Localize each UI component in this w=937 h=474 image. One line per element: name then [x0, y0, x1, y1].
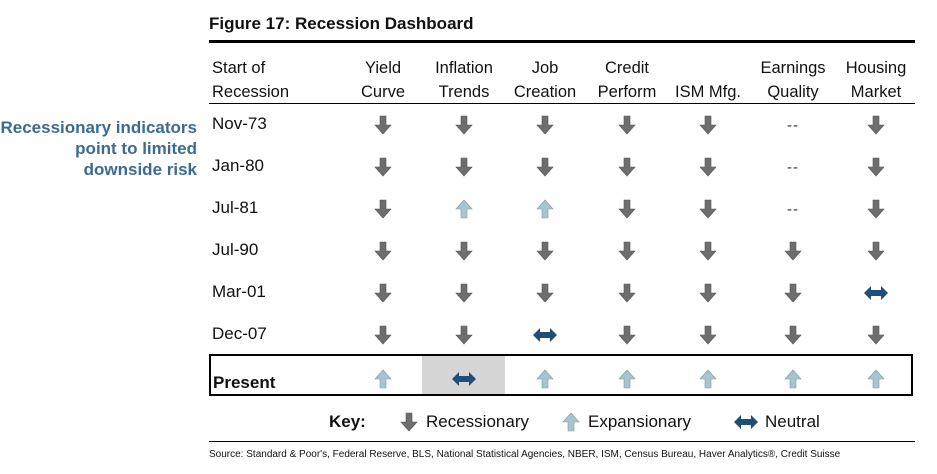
- row-label: Dec-07: [212, 324, 267, 343]
- down-arrow-icon: [694, 239, 722, 263]
- up-arrow-icon: [450, 197, 478, 221]
- source-note: Source: Standard & Poor's, Federal Reser…: [209, 449, 841, 460]
- present-row-box: [209, 354, 913, 396]
- down-arrow-icon: [450, 155, 478, 179]
- up-arrow-icon: [531, 367, 559, 391]
- header-line-2: Recession: [212, 83, 290, 101]
- column-header-line: Trends: [438, 83, 490, 101]
- column-header: Credit Perform: [598, 56, 657, 104]
- column-header-line: Perform: [597, 83, 657, 101]
- down-arrow-icon: [694, 113, 722, 137]
- down-arrow-icon: [613, 281, 641, 305]
- source-rule: [209, 441, 915, 442]
- key-title: Key:: [329, 412, 366, 431]
- down-arrow-icon: [450, 239, 478, 263]
- row-label: Jul-81: [212, 198, 259, 217]
- key-recessionary-label: Recessionary: [426, 412, 529, 431]
- no-data-text: --: [787, 200, 799, 218]
- column-header: Earnings Quality: [760, 56, 825, 104]
- column-header-line: Market: [850, 83, 902, 101]
- down-arrow-icon: [694, 197, 722, 221]
- down-arrow-icon: [862, 197, 890, 221]
- column-header: Inflation Trends: [435, 56, 493, 104]
- no-data-dash: --: [779, 113, 807, 137]
- down-arrow-icon: [862, 239, 890, 263]
- column-header-line: Inflation: [435, 59, 493, 77]
- down-arrow-icon: [450, 113, 478, 137]
- up-arrow-icon: [779, 367, 807, 391]
- down-arrow-icon: [531, 113, 559, 137]
- present-highlight-cell: [422, 356, 505, 394]
- column-header-line: Credit: [604, 59, 649, 77]
- down-arrow-icon: [369, 239, 397, 263]
- down-arrow-icon: [369, 113, 397, 137]
- down-arrow-icon: [779, 323, 807, 347]
- down-arrow-icon: [862, 113, 890, 137]
- down-arrow-icon: [779, 239, 807, 263]
- figure-title: Figure 17: Recession Dashboard: [209, 14, 474, 33]
- down-arrow-icon: [450, 323, 478, 347]
- neutral-arrow-icon: [862, 281, 890, 305]
- key-up-arrow-icon: [557, 410, 585, 434]
- key-neutral-label: Neutral: [765, 412, 820, 431]
- title-rule: [209, 40, 915, 43]
- down-arrow-icon: [613, 113, 641, 137]
- column-header-line: ISM Mfg.: [674, 83, 742, 101]
- down-arrow-icon: [779, 281, 807, 305]
- down-arrow-icon: [613, 155, 641, 179]
- column-header-line: Curve: [360, 83, 406, 101]
- no-data-dash: --: [779, 155, 807, 179]
- down-arrow-icon: [450, 281, 478, 305]
- side-note: Recessionary indicators point to limited…: [0, 118, 197, 179]
- down-arrow-icon: [369, 281, 397, 305]
- column-header-line: Yield: [364, 59, 402, 77]
- up-arrow-icon: [613, 367, 641, 391]
- column-header: Job Creation: [514, 56, 576, 104]
- present-label: Present: [213, 373, 276, 392]
- down-arrow-icon: [694, 281, 722, 305]
- row-label: Jan-80: [212, 156, 264, 175]
- down-arrow-icon: [694, 155, 722, 179]
- column-header-line: Earnings: [760, 59, 826, 77]
- no-data-text: --: [787, 158, 799, 176]
- down-arrow-icon: [862, 155, 890, 179]
- row-label: Nov-73: [212, 114, 267, 133]
- down-arrow-icon: [369, 197, 397, 221]
- header-rule: [209, 103, 915, 104]
- down-arrow-icon: [694, 323, 722, 347]
- down-arrow-icon: [862, 323, 890, 347]
- header-line-1: Start of: [212, 59, 266, 77]
- column-header-line: Job: [531, 59, 559, 77]
- neutral-arrow-icon: [450, 367, 478, 391]
- down-arrow-icon: [531, 239, 559, 263]
- down-arrow-icon: [613, 197, 641, 221]
- down-arrow-icon: [531, 281, 559, 305]
- no-data-dash: --: [779, 197, 807, 221]
- up-arrow-icon: [694, 367, 722, 391]
- row-label: Mar-01: [212, 282, 266, 301]
- header-start-of-recession: Start of Recession: [212, 56, 289, 104]
- column-header-line: Housing: [845, 59, 907, 77]
- column-header-line: Quality: [767, 83, 819, 101]
- up-arrow-icon: [369, 367, 397, 391]
- down-arrow-icon: [531, 155, 559, 179]
- up-arrow-icon: [531, 197, 559, 221]
- row-label: Jul-90: [212, 240, 259, 259]
- down-arrow-icon: [613, 323, 641, 347]
- column-header: Yield Curve: [361, 56, 405, 104]
- key-expansionary-label: Expansionary: [588, 412, 692, 431]
- key-neutral-arrow-icon: [732, 410, 760, 434]
- down-arrow-icon: [369, 155, 397, 179]
- down-arrow-icon: [369, 323, 397, 347]
- no-data-text: --: [787, 116, 799, 134]
- column-header: ISM Mfg.: [675, 80, 741, 104]
- neutral-arrow-icon: [531, 323, 559, 347]
- up-arrow-icon: [862, 367, 890, 391]
- column-header-line: Creation: [513, 83, 577, 101]
- column-header: Housing Market: [846, 56, 907, 104]
- key-down-arrow-icon: [395, 410, 423, 434]
- down-arrow-icon: [613, 239, 641, 263]
